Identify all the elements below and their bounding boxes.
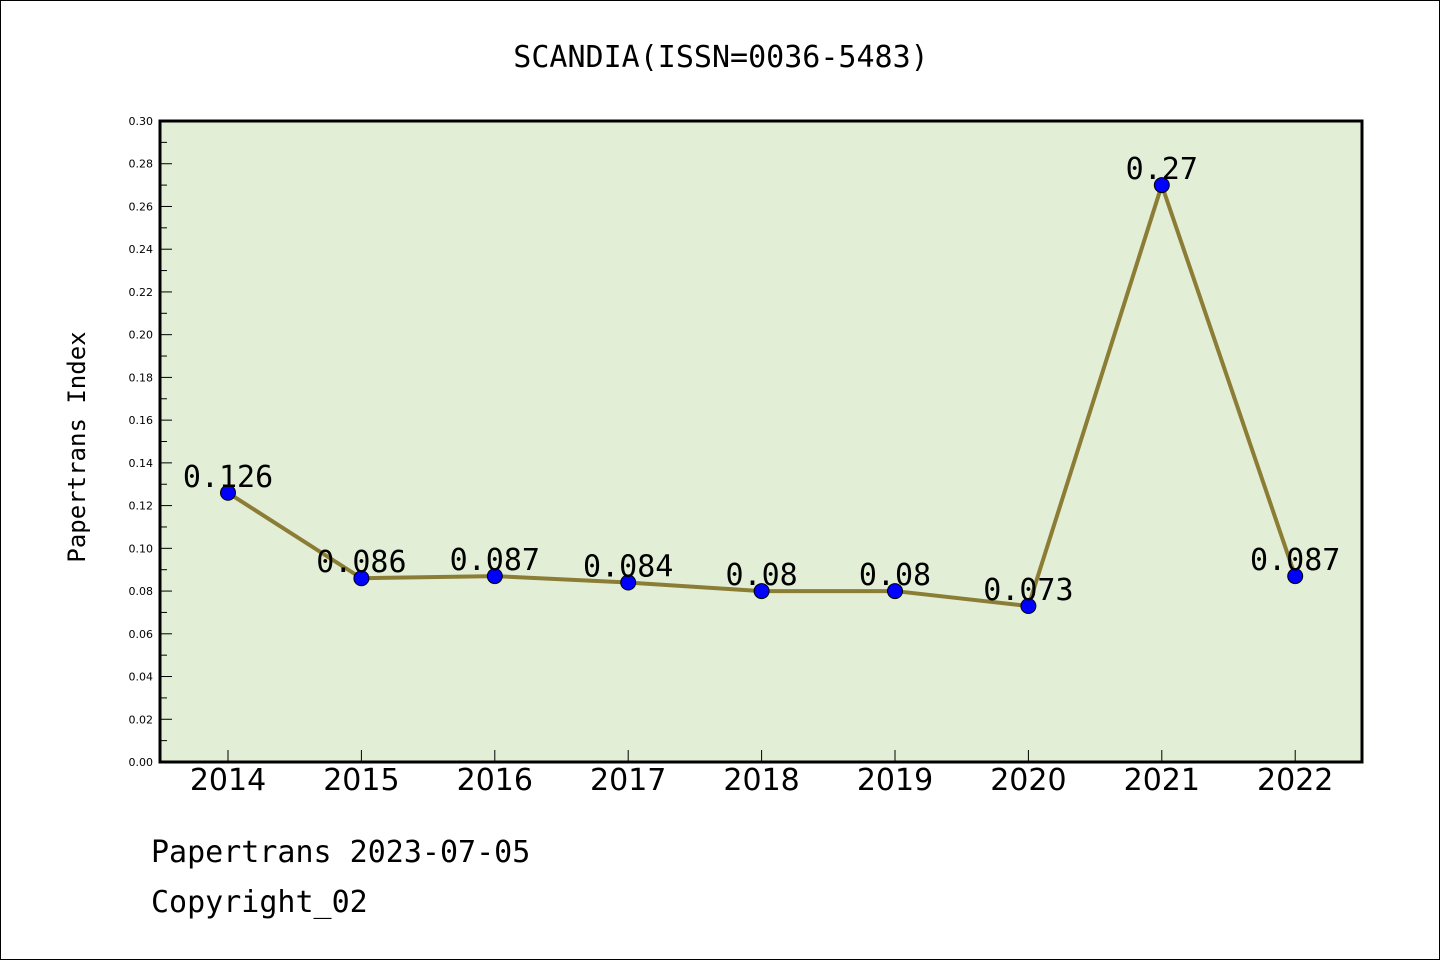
data-label: 0.08: [859, 558, 931, 593]
x-tick-label: 2018: [723, 763, 799, 798]
y-tick-label: 0.02: [129, 713, 154, 726]
y-tick-label: 0.10: [129, 542, 154, 555]
y-axis-label: Papertrans Index: [63, 331, 91, 562]
footer-date-text: Papertrans 2023-07-05: [151, 835, 531, 870]
y-tick-label: 0.16: [129, 414, 154, 427]
y-tick-label: 0.24: [129, 243, 154, 256]
data-point: [1287, 568, 1304, 585]
x-tick-label: 2019: [857, 763, 933, 798]
data-point: [1153, 177, 1170, 194]
y-tick-label: 0.28: [129, 158, 154, 171]
y-tick-labels: 0.00 0.02 0.04 0.06 0.08 0.10 0.12 0.14 0.16 0.18…: [129, 115, 154, 769]
data-label: 0.27: [1126, 152, 1198, 187]
data-point: [887, 583, 903, 600]
x-tick-label: 2020: [990, 763, 1066, 798]
y-tick-label: 0.12: [129, 500, 154, 513]
data-label: 0.087: [1250, 543, 1340, 578]
data-labels: 0.126 0.086 0.087 0.084 0.08 0.08 0.073 0.27 0.0…: [183, 152, 1341, 608]
y-tick-label: 0.26: [129, 200, 154, 213]
x-tick-label: 2021: [1124, 763, 1200, 798]
data-label: 0.126: [183, 460, 273, 495]
axis-ticks: [160, 120, 1296, 763]
y-tick-label: 0.00: [129, 756, 154, 769]
x-tick-label: 2022: [1257, 763, 1333, 798]
data-point: [753, 583, 770, 600]
data-label: 0.086: [316, 545, 406, 580]
data-label: 0.084: [583, 550, 673, 585]
footer-copyright-text: Copyright_02: [151, 885, 368, 920]
data-point: [353, 570, 370, 587]
data-point: [1020, 598, 1037, 615]
series-group: [220, 177, 1304, 615]
y-tick-label: 0.18: [129, 371, 154, 384]
data-label: 0.073: [983, 573, 1073, 608]
y-tick-label: 0.20: [129, 329, 154, 342]
y-tick-label: 0.06: [129, 628, 154, 641]
y-tick-label: 0.14: [129, 457, 154, 470]
data-label: 0.08: [725, 558, 797, 593]
data-point: [220, 484, 236, 501]
y-tick-label: 0.30: [129, 115, 154, 128]
x-tick-label: 2014: [190, 763, 266, 798]
data-label: 0.087: [450, 543, 540, 578]
data-point: [486, 568, 503, 585]
x-tick-labels: 2014 2015 2016 2017 2018 2019 2020 2021 2022: [190, 763, 1334, 798]
x-tick-label: 2017: [590, 763, 666, 798]
chart-title: SCANDIA(ISSN=0036-5483): [513, 40, 928, 75]
x-tick-label: 2016: [457, 763, 533, 798]
data-point: [620, 574, 637, 591]
y-tick-label: 0.08: [129, 585, 154, 598]
y-tick-label: 0.22: [129, 286, 154, 299]
plot-area: [158, 119, 1364, 764]
x-tick-label: 2015: [323, 763, 399, 798]
y-tick-label: 0.04: [129, 671, 154, 684]
